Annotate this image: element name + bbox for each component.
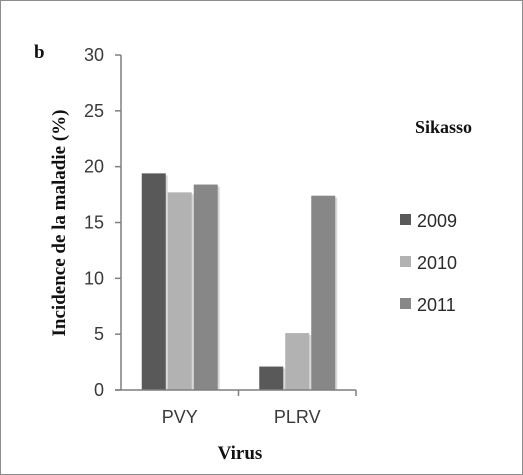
x-axis-title: Virus <box>218 443 263 464</box>
x-category-label: PLRV <box>274 407 321 427</box>
y-tick-label: 0 <box>94 380 104 400</box>
x-axis-categories: PVY PLRV <box>162 390 357 427</box>
bar-pvy-2010 <box>167 192 192 390</box>
legend-label-2011: 2011 <box>417 295 456 315</box>
bar-pvy-2011 <box>193 184 218 390</box>
legend-title: Sikasso <box>415 117 472 137</box>
y-tick-label: 20 <box>84 157 104 177</box>
panel-label: b <box>34 42 45 63</box>
bar-plrv-2009 <box>259 366 284 390</box>
legend-label-2009: 2009 <box>417 211 457 231</box>
y-tick-label: 10 <box>84 268 104 288</box>
legend: 2009 2010 2011 <box>400 211 457 315</box>
bar-plrv-2011 <box>311 195 336 390</box>
legend-swatch-2011 <box>400 298 411 309</box>
y-tick-label: 5 <box>94 324 104 344</box>
bar-plrv-2010 <box>285 333 310 390</box>
bar-pvy-2009 <box>141 173 166 390</box>
y-tick-label: 30 <box>84 45 104 65</box>
bars-group <box>141 173 338 390</box>
y-axis-ticks: 0 5 10 15 20 25 30 <box>84 45 121 400</box>
x-category-label: PVY <box>162 407 198 427</box>
legend-swatch-2009 <box>400 214 411 225</box>
y-tick-label: 25 <box>84 101 104 121</box>
legend-swatch-2010 <box>400 256 411 267</box>
legend-label-2010: 2010 <box>417 253 457 273</box>
y-tick-label: 15 <box>84 213 104 233</box>
y-axis-title: Incidence de la maladie (%) <box>49 110 70 337</box>
